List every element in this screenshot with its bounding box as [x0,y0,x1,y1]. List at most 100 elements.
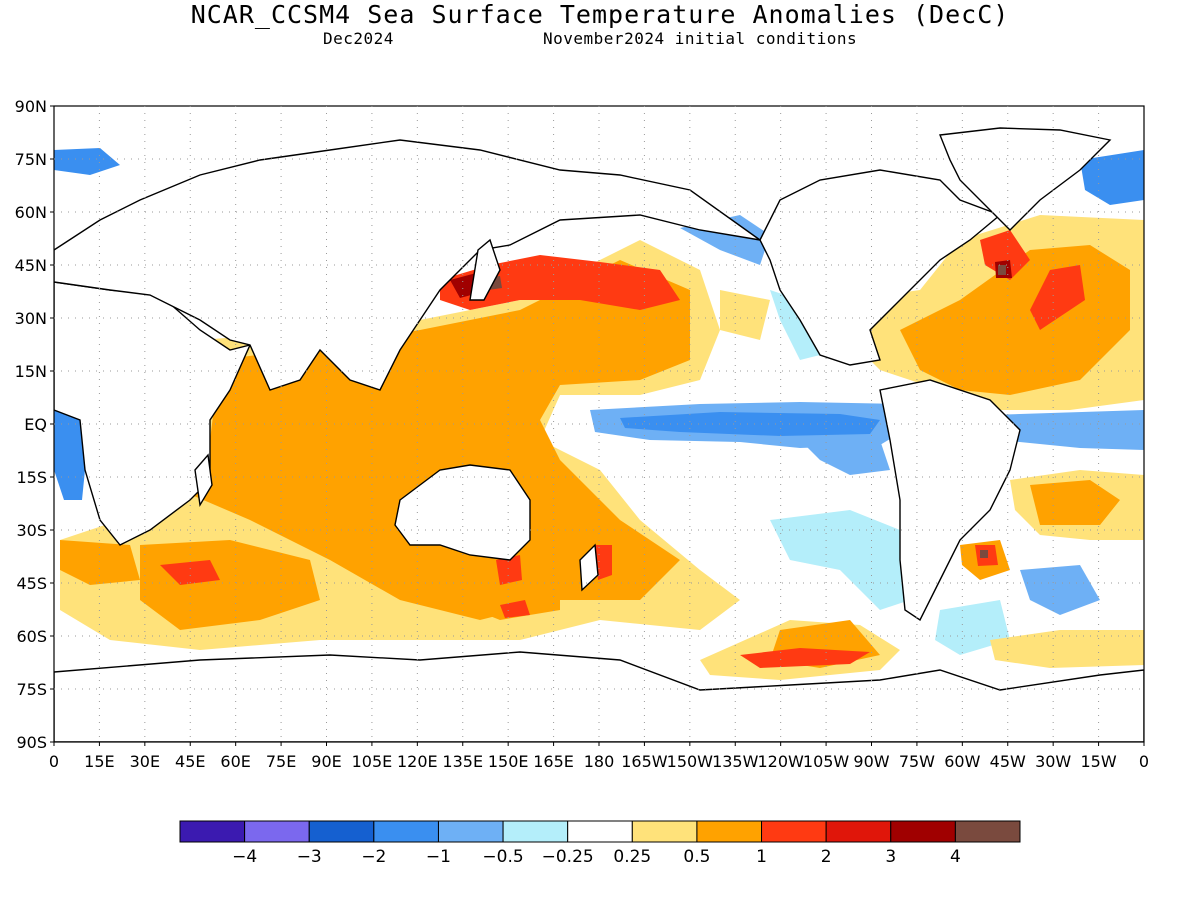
west-africa-cool [54,400,88,500]
lat-tick-label: 60N [15,203,47,222]
lat-tick-label: 60S [16,627,47,646]
south-atlantic-extreme-warm [980,550,988,558]
colorbar-swatch [244,820,310,843]
colorbar-label: 0.25 [613,847,651,867]
colorbar-swatch [567,820,633,843]
lon-tick-label: 60W [944,752,980,771]
new-zealand-landmass [579,543,599,592]
south-pacific-cool-patches [770,510,910,610]
lat-tick-label: 45S [16,574,47,593]
north-america-landmass [759,169,1002,366]
lat-tick-label: 15S [16,468,47,487]
colorbar-label: −0.5 [482,847,523,867]
lat-tick-label: 75S [16,680,47,699]
east-pacific-north-warm-weak [720,290,770,340]
nz-strong-warm [595,545,612,580]
lat-tick-label: 90S [16,733,47,752]
lon-tick-label: 0 [49,752,59,771]
colorbar-swatch [761,820,827,843]
south-atlantic-high-lat-warm-weak [990,630,1144,668]
lon-tick-label: 45E [175,752,205,771]
lon-tick-label: 135E [442,752,483,771]
lon-tick-label: 90E [311,752,341,771]
colorbar-label: 1 [756,847,767,867]
lon-tick-label: 105W [803,752,850,771]
colorbar-swatch [373,820,439,843]
colorbar-label: 0.5 [683,847,710,867]
graticule [50,105,1145,746]
lat-tick-label: 30S [16,521,47,540]
tasman-south-strong-warm [500,600,530,618]
anomaly-field [54,148,1144,680]
latitude-labels: 90N 75N 60N 45N 30N 15N EQ 15S 30S 45S 60S 75S 90S [15,97,47,752]
eurasia-landmass [54,139,761,391]
target-month-label: Dec2024 [323,29,394,48]
colorbar-swatch [179,820,246,843]
lon-tick-label: 0 [1139,752,1149,771]
lon-tick-label: 30W [1035,752,1071,771]
lon-tick-label: 75E [266,752,296,771]
colorbar-swatch [954,820,1021,843]
lat-tick-label: 45N [15,256,47,275]
lon-tick-label: 30E [130,752,160,771]
lat-tick-label: 75N [15,150,47,169]
arctic-atlantic-cool [54,148,120,175]
colorbar-label: −2 [361,847,386,867]
antarctica-landmass [54,651,1144,742]
east-pacific-cool-extension [800,440,890,475]
lon-tick-label: 45W [990,752,1026,771]
colorbar-label: −1 [426,847,451,867]
lon-tick-label: 135W [712,752,759,771]
southern-ocean-east-warm [60,540,140,585]
lon-tick-label: 90W [853,752,889,771]
initial-conditions-label: November2024 initial conditions [543,29,858,48]
south-indian-strong-warm [160,560,220,585]
colorbar-swatch [825,820,892,843]
colorbar-label: 2 [821,847,832,867]
lon-tick-label: 15W [1080,752,1116,771]
baja-coast-cool [770,290,820,360]
lat-tick-label: 15N [15,362,47,381]
land-masses [54,127,1144,742]
equatorial-atlantic-cool [990,410,1144,450]
colorbar-swatch [308,820,375,843]
colorbar-label: 3 [885,847,896,867]
colorbar-label: −4 [232,847,257,867]
barents-cool [1080,150,1144,205]
north-atlantic-east-strong-warm [1030,265,1085,330]
colorbar-swatch [890,820,956,843]
lat-tick-label: 90N [15,97,47,116]
colorbar-label: 4 [950,847,961,867]
colorbar-label: −0.25 [542,847,594,867]
south-atlantic-warm [1030,480,1120,525]
greenland-landmass [939,127,1112,231]
lat-tick-label: 30N [15,309,47,328]
tasman-strong-warm [496,555,522,585]
longitude-labels: 0 15E 30E 45E 60E 75E 90E 105E 120E 135E 150E 165E 1… [49,752,1149,771]
south-atlantic-cool-patch [1020,565,1100,615]
colorbar-swatch [437,820,504,843]
colorbar-label: −3 [297,847,322,867]
colorbar-swatch [631,820,698,843]
lon-tick-label: 60E [220,752,250,771]
gulf-stream-strong-warm [980,230,1030,280]
map-title: NCAR_CCSM4 Sea Surface Temperature Anoma… [190,0,1010,29]
equatorial-pacific-cool-core [620,412,880,436]
colorbar-swatch [696,820,763,843]
south-america-landmass [879,379,1021,622]
lon-tick-label: 165W [621,752,668,771]
japan-landmass [469,238,501,301]
lon-tick-label: 105E [352,752,393,771]
lon-tick-label: 180 [584,752,615,771]
lon-tick-label: 15E [84,752,114,771]
lon-tick-label: 165E [533,752,574,771]
colorbar-swatch [502,820,569,843]
lon-tick-label: 120W [757,752,804,771]
southern-ocean-strong-warm [740,648,870,668]
lon-tick-label: 120E [397,752,438,771]
colorbar: −4 −3 −2 −1 −0.5 −0.25 0.25 0.5 1 2 3 4 [179,820,1021,867]
lon-tick-label: 150E [488,752,529,771]
lat-tick-label: EQ [24,415,47,434]
north-atlantic-extreme-warm [998,265,1006,275]
